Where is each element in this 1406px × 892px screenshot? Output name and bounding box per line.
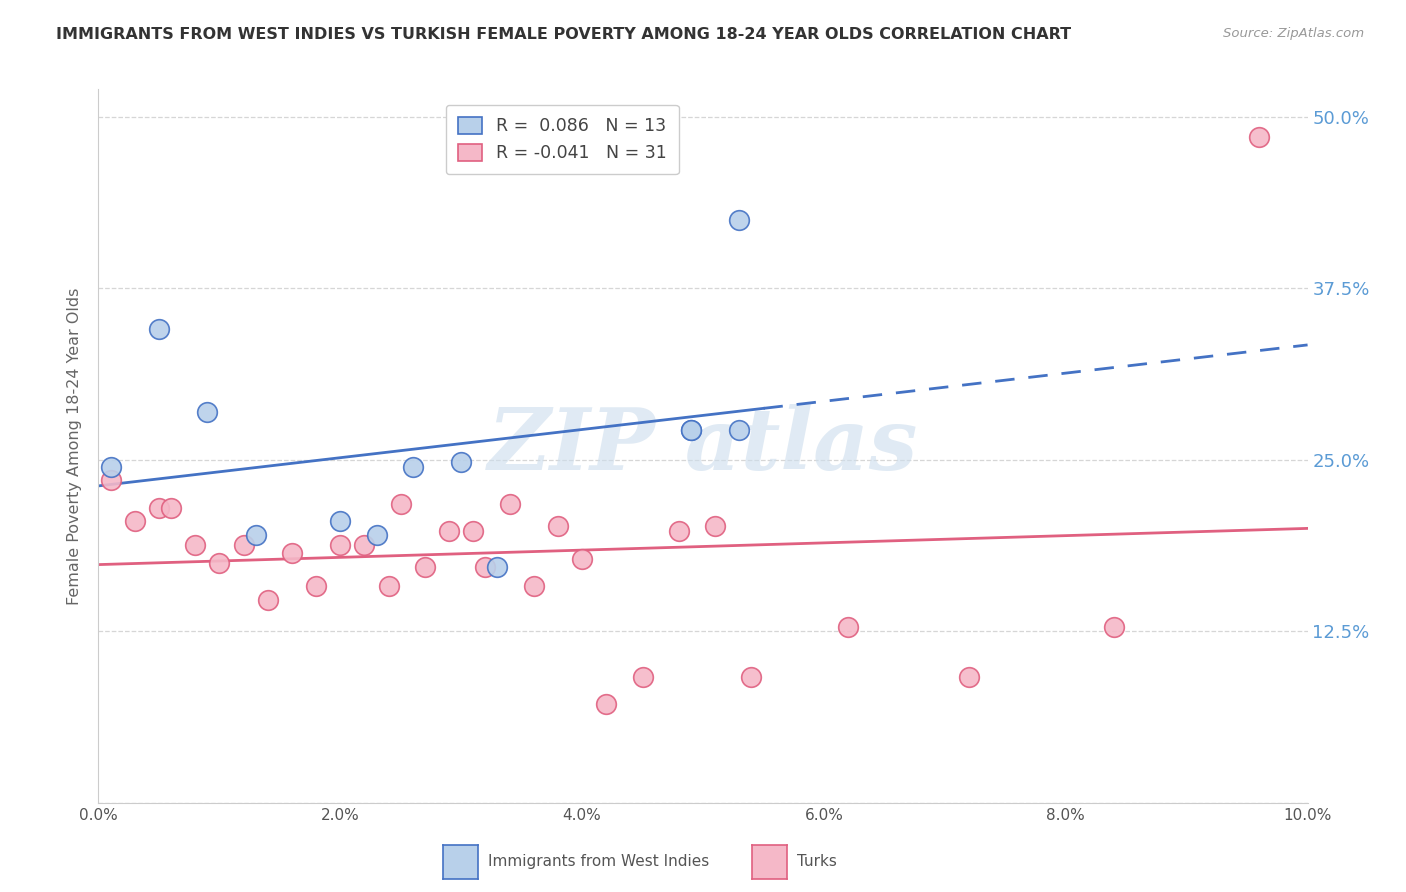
- Point: [1102, 620, 1125, 634]
- Point: [523, 579, 546, 593]
- Point: [245, 528, 267, 542]
- Point: [728, 212, 751, 227]
- Point: [1249, 130, 1271, 145]
- Point: [679, 423, 702, 437]
- Point: [148, 500, 170, 515]
- Point: [208, 556, 231, 570]
- Point: [595, 697, 617, 711]
- Point: [232, 538, 254, 552]
- Point: [184, 538, 207, 552]
- Point: [486, 559, 509, 574]
- Point: [100, 459, 122, 474]
- Point: [100, 473, 122, 487]
- Point: [305, 579, 328, 593]
- Point: [329, 538, 352, 552]
- Point: [281, 546, 304, 560]
- Point: [679, 423, 702, 437]
- Text: Immigrants from West Indies: Immigrants from West Indies: [488, 855, 709, 869]
- Legend: R =  0.086   N = 13, R = -0.041   N = 31: R = 0.086 N = 13, R = -0.041 N = 31: [446, 105, 679, 175]
- Point: [413, 559, 436, 574]
- Text: ZIP atlas: ZIP atlas: [488, 404, 918, 488]
- Point: [728, 423, 751, 437]
- Point: [256, 592, 278, 607]
- Point: [571, 551, 593, 566]
- Point: [389, 497, 412, 511]
- Point: [837, 620, 859, 634]
- Point: [329, 515, 352, 529]
- Point: [474, 559, 496, 574]
- Point: [668, 524, 690, 538]
- Point: [148, 322, 170, 336]
- Point: [463, 524, 485, 538]
- Point: [957, 669, 980, 683]
- Point: [740, 669, 762, 683]
- Text: IMMIGRANTS FROM WEST INDIES VS TURKISH FEMALE POVERTY AMONG 18-24 YEAR OLDS CORR: IMMIGRANTS FROM WEST INDIES VS TURKISH F…: [56, 27, 1071, 42]
- Point: [450, 455, 472, 469]
- Point: [124, 515, 146, 529]
- Point: [704, 518, 727, 533]
- Point: [195, 405, 218, 419]
- Point: [353, 538, 375, 552]
- Point: [631, 669, 654, 683]
- Text: Turks: Turks: [797, 855, 837, 869]
- Y-axis label: Female Poverty Among 18-24 Year Olds: Female Poverty Among 18-24 Year Olds: [67, 287, 83, 605]
- Point: [437, 524, 460, 538]
- Point: [160, 500, 183, 515]
- Point: [547, 518, 569, 533]
- Text: Source: ZipAtlas.com: Source: ZipAtlas.com: [1223, 27, 1364, 40]
- Point: [366, 528, 388, 542]
- Point: [402, 459, 425, 474]
- Point: [498, 497, 520, 511]
- Point: [377, 579, 399, 593]
